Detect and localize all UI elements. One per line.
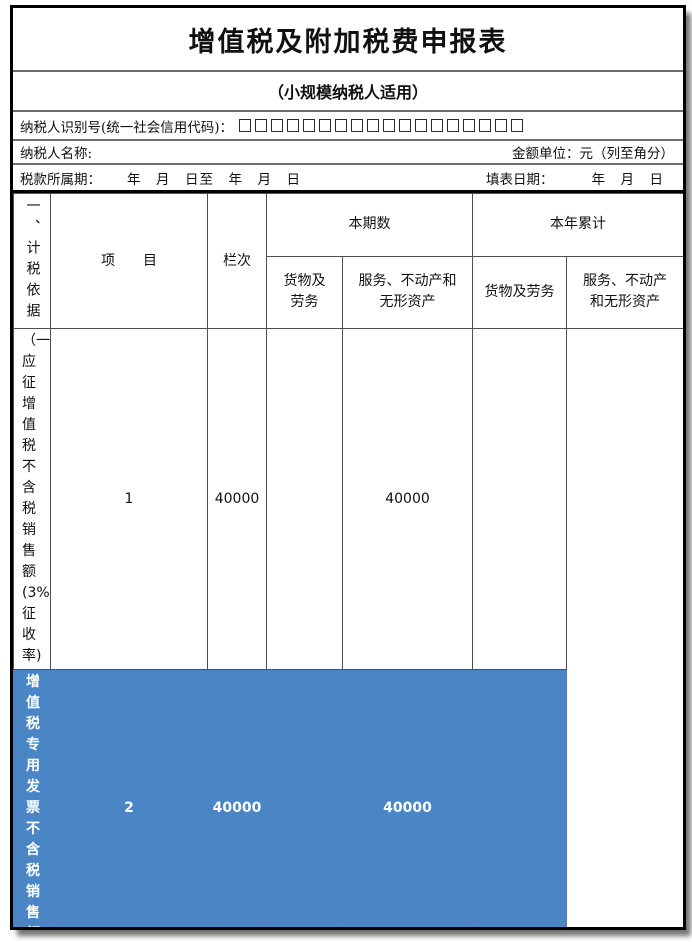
- cell-current-goods: 40000: [207, 669, 267, 927]
- section-label-tax-basis: 一、计税依据: [13, 193, 51, 329]
- form-title: 增值税及附加税费申报表: [188, 26, 508, 58]
- vat-declaration-table: 一、计税依据 项 目 栏次 本期数 本年累计 货物及 劳务 服务、不动产和 无形…: [13, 193, 684, 927]
- credit-code-checkbox[interactable]: [367, 119, 380, 132]
- header-item: 项 目: [50, 193, 208, 329]
- table-header-row-sub: 货物及 劳务 服务、不动产和 无形资产 货物及劳务 服务、不动产 和无形资产: [14, 255, 683, 330]
- taxpayer-id-label: 纳税人识别号(统一社会信用代码)：: [20, 119, 234, 136]
- table-header-row-top: 一、计税依据 项 目 栏次 本期数 本年累计: [13, 193, 683, 329]
- credit-code-checkbox[interactable]: [447, 119, 460, 132]
- filing-date-label: 填表日期：: [486, 171, 554, 188]
- header-year-to-date: 本年累计: [472, 193, 683, 257]
- row-item-label: 增值税专用发票 不含税销售额: [13, 669, 51, 927]
- table-row-special-invoice-highlighted: 增值税专用发票 不含税销售额 2 40000 40000: [13, 669, 684, 927]
- credit-code-checkbox[interactable]: [287, 119, 300, 132]
- header-column-no: 栏次: [207, 193, 267, 329]
- credit-code-checkbox[interactable]: [335, 119, 348, 132]
- cell-ytd-services: [472, 669, 567, 927]
- header-goods-services-ytd: 货物及劳务: [472, 255, 567, 330]
- credit-code-checkbox[interactable]: [255, 119, 268, 132]
- credit-code-checkbox[interactable]: [495, 119, 508, 132]
- amount-unit-label: 金额单位：元（列至角分）: [512, 146, 674, 162]
- row-item-label: （一）应征增值税 不含税销售额(3% 征收率): [13, 328, 51, 670]
- tax-form-page: 增值税及附加税费申报表 （小规模纳税人适用） 纳税人识别号(统一社会信用代码)：…: [10, 5, 686, 930]
- cell-ytd-services: [472, 328, 567, 670]
- cell-ytd-goods: 40000: [342, 328, 473, 670]
- credit-code-checkbox[interactable]: [351, 119, 364, 132]
- tax-period-label: 税款所属期：: [20, 171, 101, 188]
- header-current-period: 本期数: [266, 193, 473, 257]
- cell-current-services: [266, 669, 343, 927]
- credit-code-checkbox[interactable]: [319, 119, 332, 132]
- cell-ytd-goods: 40000: [342, 669, 473, 927]
- credit-code-checkbox[interactable]: [415, 119, 428, 132]
- row-column-no: 1: [50, 328, 208, 670]
- taxpayer-name-label: 纳税人名称:: [20, 146, 93, 162]
- header-services-property-current: 服务、不动产和 无形资产: [342, 255, 473, 330]
- credit-code-boxes: [239, 119, 527, 132]
- header-services-property-ytd: 服务、不动产 和无形资产: [566, 255, 683, 330]
- credit-code-checkbox[interactable]: [303, 119, 316, 132]
- credit-code-checkbox[interactable]: [463, 119, 476, 132]
- taxpayer-id-row: 纳税人识别号(统一社会信用代码)：: [13, 112, 683, 141]
- credit-code-checkbox[interactable]: [399, 119, 412, 132]
- form-title-row: 增值税及附加税费申报表: [13, 8, 683, 72]
- tax-period-value: 年 月 日至 年 月 日: [127, 171, 301, 188]
- credit-code-checkbox[interactable]: [431, 119, 444, 132]
- credit-code-checkbox[interactable]: [239, 119, 252, 132]
- credit-code-checkbox[interactable]: [383, 119, 396, 132]
- header-goods-services-current: 货物及 劳务: [266, 255, 343, 330]
- credit-code-checkbox[interactable]: [479, 119, 492, 132]
- form-subtitle-row: （小规模纳税人适用）: [13, 72, 683, 112]
- cell-current-services: [266, 328, 343, 670]
- credit-code-checkbox[interactable]: [271, 119, 284, 132]
- credit-code-checkbox[interactable]: [511, 119, 524, 132]
- table-row-taxable-sales: （一）应征增值税 不含税销售额(3% 征收率) 1 40000 40000: [13, 328, 684, 670]
- cell-current-goods: 40000: [207, 328, 267, 670]
- row-column-no: 2: [50, 669, 208, 927]
- taxpayer-name-row: 纳税人名称: 金额单位：元（列至角分）: [13, 141, 683, 165]
- filing-date-value: 年 月 日: [591, 171, 664, 188]
- form-subtitle: （小规模纳税人适用）: [267, 83, 428, 102]
- tax-period-row: 税款所属期： 年 月 日至 年 月 日 填表日期： 年 月 日: [13, 165, 683, 193]
